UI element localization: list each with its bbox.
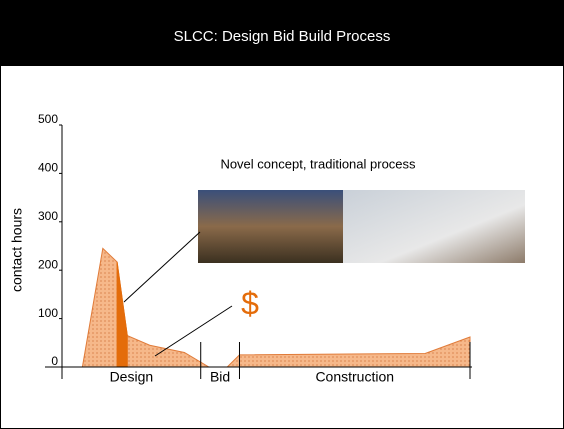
y-tick-label: 300 (38, 209, 58, 223)
phase-label: Construction (315, 369, 394, 385)
callout-line (123, 231, 201, 303)
plot: 0 100 200 300 400 500 Design Bid Construction (38, 112, 472, 385)
photo-building (198, 190, 343, 263)
y-tick-label: 0 (51, 354, 58, 368)
callout-line (154, 305, 233, 357)
y-tick-label: 100 (38, 306, 58, 320)
header-band (0, 0, 564, 66)
y-tick-label: 400 (38, 161, 58, 175)
y-tick-label: 500 (38, 112, 58, 126)
phase-label: Bid (210, 369, 230, 385)
dollar-callout: $ (241, 285, 259, 321)
annotation: Novel concept, traditional process (220, 156, 416, 171)
slide-title: SLCC: Design Bid Build Process (174, 28, 391, 45)
phase-label: Design (110, 369, 154, 385)
y-tick-label: 200 (38, 257, 58, 271)
y-axis-label: contact hours (9, 208, 25, 292)
photo-interior (343, 190, 525, 263)
